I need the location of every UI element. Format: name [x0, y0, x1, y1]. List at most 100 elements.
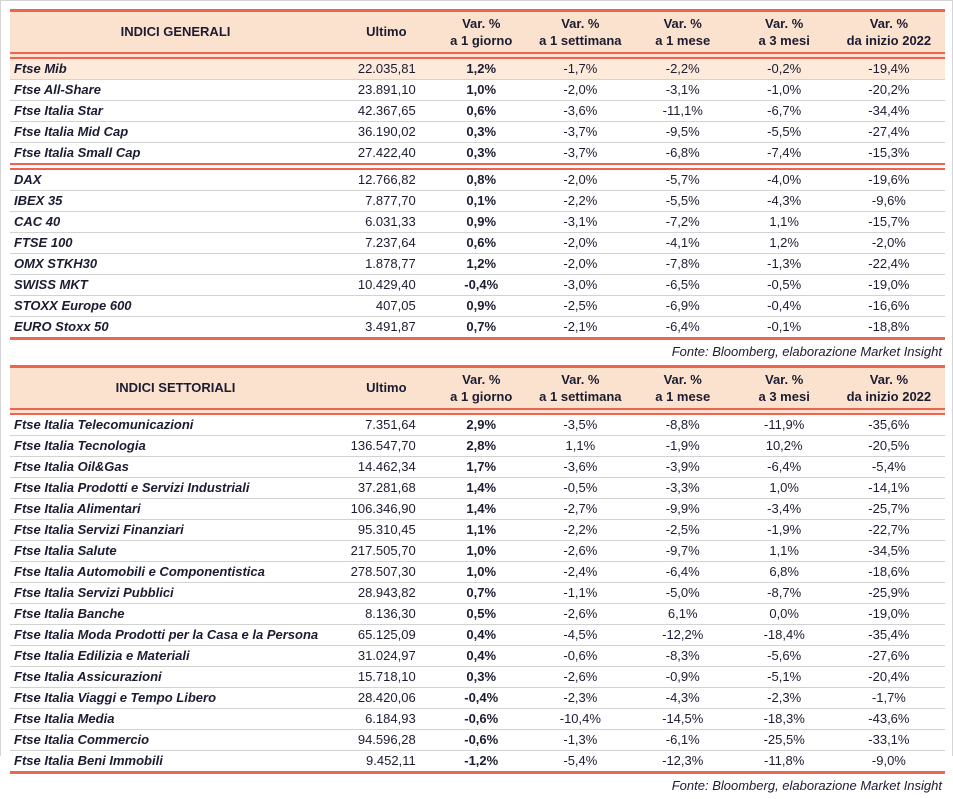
value-cell: 0,4%: [431, 625, 531, 646]
value-cell: 28.943,82: [341, 583, 432, 604]
value-cell: -1,9%: [735, 520, 833, 541]
general-tbody: Ftse Mib 22.035,81 1,2% -1,7% -2,2% -0,2% -19,…: [10, 59, 945, 340]
value-cell: -12,3%: [629, 751, 736, 774]
index-name-cell: Ftse Italia Beni Immobili: [10, 751, 341, 774]
value-cell: -20,5%: [832, 436, 945, 457]
value-cell: 1,2%: [431, 59, 531, 80]
index-name-cell: Ftse Italia Assicurazioni: [10, 667, 341, 688]
col-header-var-1day: Var. % a 1 giorno: [431, 365, 531, 415]
value-cell: -8,7%: [735, 583, 833, 604]
value-cell: 2,9%: [431, 415, 531, 436]
index-name-cell: Ftse Italia Prodotti e Servizi Industria…: [10, 478, 341, 499]
value-cell: 12.766,82: [341, 163, 432, 191]
value-cell: -22,4%: [832, 254, 945, 275]
table-row: STOXX Europe 600 407,05 0,9% -2,5% -6,9% -0,4…: [10, 296, 945, 317]
value-cell: 9.452,11: [341, 751, 432, 774]
value-cell: -8,8%: [629, 415, 736, 436]
value-cell: -0,6%: [431, 709, 531, 730]
table-row: Ftse Italia Mid Cap 36.190,02 0,3% -3,7% -9,…: [10, 122, 945, 143]
table-row: Ftse Italia Alimentari 106.346,90 1,4% -2,7…: [10, 499, 945, 520]
value-cell: -0,6%: [431, 730, 531, 751]
col-header-ultimo: Ultimo: [341, 365, 432, 415]
value-cell: -2,0%: [530, 163, 630, 191]
col-header-line2: a 1 settimana: [539, 33, 622, 48]
value-cell: -7,2%: [629, 212, 736, 233]
value-cell: 8.136,30: [341, 604, 432, 625]
table-row: Ftse Italia Edilizia e Materiali 31.024,9…: [10, 646, 945, 667]
col-header-line2: a 1 mese: [655, 33, 711, 48]
value-cell: -6,4%: [629, 317, 736, 340]
value-cell: 1,2%: [431, 254, 531, 275]
value-cell: -10,4%: [530, 709, 630, 730]
value-cell: 28.420,06: [341, 688, 432, 709]
value-cell: 31.024,97: [341, 646, 432, 667]
value-cell: -5,4%: [832, 457, 945, 478]
value-cell: -4,0%: [735, 163, 833, 191]
value-cell: -3,7%: [530, 122, 630, 143]
index-name-cell: Ftse Italia Telecomunicazioni: [10, 415, 341, 436]
value-cell: -18,6%: [832, 562, 945, 583]
index-name-cell: Ftse Italia Servizi Finanziari: [10, 520, 341, 541]
table-row: DAX 12.766,82 0,8% -2,0% -5,7% -4,0% -19,6%: [10, 163, 945, 191]
table-row: Ftse Italia Automobili e Componentistica…: [10, 562, 945, 583]
value-cell: -5,5%: [735, 122, 833, 143]
value-cell: 0,3%: [431, 122, 531, 143]
value-cell: 7.237,64: [341, 233, 432, 254]
col-header-var-3months: Var. % a 3 mesi: [735, 9, 833, 59]
index-name-cell: Ftse Italia Mid Cap: [10, 122, 341, 143]
value-cell: -3,9%: [629, 457, 736, 478]
value-cell: -3,1%: [629, 80, 736, 101]
table-row: Ftse Italia Servizi Pubblici 28.943,82 0,7…: [10, 583, 945, 604]
value-cell: -0,1%: [735, 317, 833, 340]
col-header-line1: Var. %: [869, 16, 909, 31]
table-row: Ftse Italia Moda Prodotti per la Casa e …: [10, 625, 945, 646]
value-cell: -25,7%: [832, 499, 945, 520]
value-cell: -18,3%: [735, 709, 833, 730]
value-cell: 1.878,77: [341, 254, 432, 275]
value-cell: -2,2%: [530, 520, 630, 541]
value-cell: -1,2%: [431, 751, 531, 774]
value-cell: -1,0%: [735, 80, 833, 101]
value-cell: 106.346,90: [341, 499, 432, 520]
value-cell: 1,0%: [735, 478, 833, 499]
value-cell: 6,1%: [629, 604, 736, 625]
col-header-line2: a 1 settimana: [539, 389, 622, 404]
value-cell: -11,1%: [629, 101, 736, 122]
value-cell: -1,1%: [530, 583, 630, 604]
col-header-line1: Var. %: [462, 16, 501, 31]
index-name-cell: DAX: [10, 163, 341, 191]
value-cell: 1,1%: [530, 436, 630, 457]
value-cell: -0,4%: [735, 296, 833, 317]
value-cell: -22,7%: [832, 520, 945, 541]
table-row: IBEX 35 7.877,70 0,1% -2,2% -5,5% -4,3% -9,6%: [10, 191, 945, 212]
general-header-row: INDICI GENERALI Ultimo Var. % a 1 giorno…: [10, 9, 945, 59]
col-header-line1: Var. %: [561, 16, 600, 31]
value-cell: -27,4%: [832, 122, 945, 143]
value-cell: 37.281,68: [341, 478, 432, 499]
value-cell: 6.184,93: [341, 709, 432, 730]
value-cell: -4,5%: [530, 625, 630, 646]
value-cell: -12,2%: [629, 625, 736, 646]
col-header-line2: da inizio 2022: [846, 33, 932, 48]
col-header-line2: a 3 mesi: [758, 389, 810, 404]
index-name-cell: Ftse Italia Salute: [10, 541, 341, 562]
value-cell: -5,6%: [735, 646, 833, 667]
value-cell: -2,5%: [530, 296, 630, 317]
index-name-cell: Ftse Italia Star: [10, 101, 341, 122]
value-cell: 65.125,09: [341, 625, 432, 646]
value-cell: -0,4%: [431, 688, 531, 709]
col-header-ultimo: Ultimo: [341, 9, 432, 59]
index-name-cell: Ftse All-Share: [10, 80, 341, 101]
value-cell: 1,0%: [431, 562, 531, 583]
value-cell: 1,4%: [431, 478, 531, 499]
table-row: Ftse Italia Oil&Gas 14.462,34 1,7% -3,6% -3,…: [10, 457, 945, 478]
col-header-line1: Var. %: [663, 372, 702, 387]
value-cell: -25,9%: [832, 583, 945, 604]
value-cell: -6,8%: [629, 143, 736, 163]
value-cell: 94.596,28: [341, 730, 432, 751]
index-name-cell: Ftse Italia Automobili e Componentistica: [10, 562, 341, 583]
table-row: FTSE 100 7.237,64 0,6% -2,0% -4,1% 1,2% -2,0%: [10, 233, 945, 254]
value-cell: 0,3%: [431, 143, 531, 163]
value-cell: -3,7%: [530, 143, 630, 163]
value-cell: -20,4%: [832, 667, 945, 688]
